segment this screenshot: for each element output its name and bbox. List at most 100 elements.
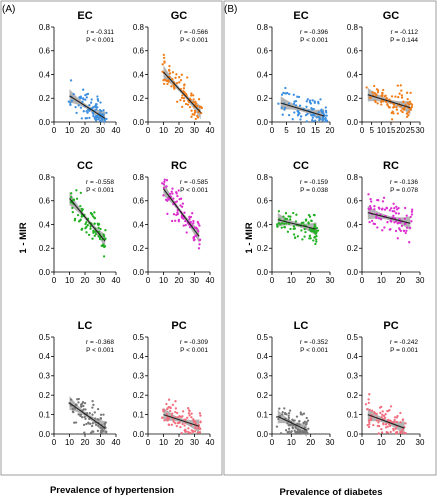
data-point [280, 93, 284, 96]
y-tick-label: 0.2 [347, 244, 359, 253]
data-point [320, 109, 323, 113]
data-point [385, 100, 388, 103]
data-point [71, 210, 74, 214]
y-tick-label: 0.0 [133, 268, 145, 277]
data-point [171, 418, 175, 421]
x-tick-label: 20 [306, 276, 315, 285]
data-point [85, 110, 88, 113]
data-point [388, 424, 392, 428]
data-point [189, 423, 192, 427]
data-point [315, 238, 318, 241]
data-point [325, 111, 328, 114]
data-point [284, 412, 287, 415]
data-point [84, 417, 87, 421]
data-point [193, 111, 197, 114]
data-point [372, 222, 375, 225]
data-point [84, 98, 87, 101]
data-point [81, 227, 84, 230]
data-point [103, 245, 107, 248]
data-point [305, 100, 308, 103]
chart-b-gc: GC 0.0 0.2 0.4 0.6 0.8 0 5 10 15 20 25 30 r = -0.112P… [347, 10, 425, 135]
correlation-r: r = -0.396 [300, 29, 328, 36]
data-point [100, 110, 103, 113]
data-point [189, 215, 193, 219]
data-point [164, 198, 168, 201]
data-point [367, 419, 371, 422]
x-tick-label: 20 [396, 438, 405, 447]
data-point [178, 414, 181, 418]
data-point [289, 215, 292, 218]
regression-line [277, 219, 317, 230]
x-tick-label: 0 [270, 126, 275, 135]
data-point [297, 428, 300, 431]
y-tick-label: 0.2 [257, 391, 269, 400]
x-tick-label: 0 [270, 438, 275, 447]
p-value: P < 0.001 [300, 347, 328, 354]
data-point [181, 410, 185, 413]
panel-a-y-axis-label: 1 - MIR [18, 222, 29, 253]
data-point [288, 222, 291, 226]
y-tick-label: 0.2 [347, 391, 359, 400]
data-point [373, 92, 376, 95]
data-point [410, 210, 414, 213]
data-point [397, 206, 400, 210]
p-value: P < 0.001 [86, 347, 114, 354]
data-point [175, 424, 178, 428]
y-tick-label: 0.6 [257, 197, 269, 206]
data-point [178, 421, 181, 424]
x-tick-label: 0 [146, 438, 151, 447]
y-tick-label: 0.8 [347, 173, 359, 182]
data-point [368, 393, 371, 396]
data-point [87, 421, 90, 424]
data-point [405, 115, 409, 119]
correlation-r: r = -0.566 [180, 29, 208, 36]
data-point [177, 189, 180, 192]
y-tick-label: 0.0 [39, 268, 51, 277]
y-tick-label: 0.2 [347, 94, 359, 103]
data-point [376, 198, 379, 202]
data-point [376, 226, 379, 229]
data-point [71, 407, 75, 410]
data-point [69, 103, 72, 107]
data-point [369, 204, 372, 208]
data-point [190, 109, 193, 112]
data-point [171, 192, 174, 195]
data-point [192, 239, 196, 242]
data-point [188, 414, 191, 417]
y-tick-label: 0.2 [133, 244, 145, 253]
data-point [392, 112, 395, 115]
data-point [322, 117, 325, 120]
data-point [168, 72, 172, 75]
chart-title: EC [77, 10, 92, 22]
data-point [376, 424, 379, 428]
data-point [370, 200, 373, 203]
data-point [72, 92, 75, 96]
data-point [97, 418, 100, 421]
data-point [324, 106, 327, 109]
y-tick-label: 0.1 [257, 410, 269, 419]
data-point [90, 424, 94, 428]
x-tick-label: 20 [81, 126, 90, 135]
panel-a-x-axis-label: Prevalence of hypertension [50, 485, 174, 496]
data-point [390, 220, 393, 223]
x-tick-label: 30 [190, 438, 199, 447]
data-point [369, 197, 372, 201]
data-point [76, 213, 80, 217]
data-point [196, 431, 200, 434]
data-point [291, 118, 294, 121]
data-point [79, 413, 83, 416]
data-point [71, 410, 75, 413]
regression-line [367, 414, 405, 429]
data-point [184, 219, 187, 223]
data-point [292, 93, 295, 96]
data-point [192, 221, 195, 225]
data-point [197, 98, 201, 101]
data-point [373, 208, 376, 211]
data-points [275, 407, 310, 435]
data-point [392, 214, 395, 217]
data-point [286, 91, 289, 95]
data-point [177, 220, 180, 223]
x-tick-label: 30 [190, 126, 199, 135]
